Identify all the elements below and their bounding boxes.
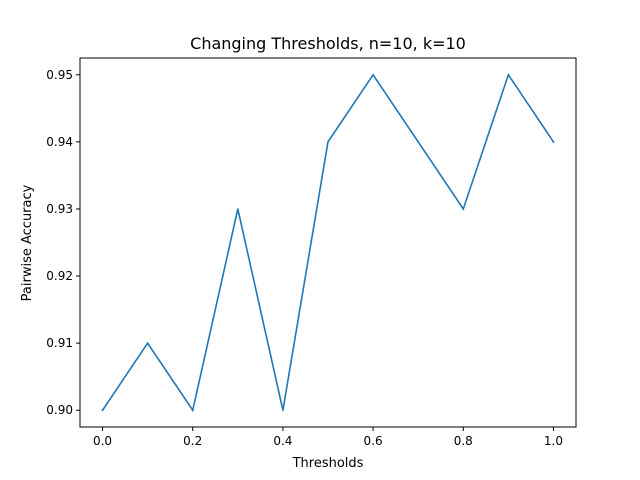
x-tick-label: 0.8 xyxy=(454,434,473,448)
data-point xyxy=(101,409,104,412)
x-tick-label: 0.2 xyxy=(183,434,202,448)
data-point xyxy=(327,141,329,143)
x-tick-label: 1.0 xyxy=(544,434,563,448)
data-point xyxy=(552,141,555,143)
data-point xyxy=(146,342,149,344)
data-point xyxy=(507,73,510,76)
plot-area: 0.0 0.2 0.4 0.6 0.8 1.0 0.90 0.91 0.92 0.93 0.94 0.… xyxy=(46,68,563,448)
data-point xyxy=(237,208,239,210)
x-tick-label: 0.4 xyxy=(273,434,292,448)
data-point xyxy=(372,73,374,76)
data-point xyxy=(417,141,419,143)
y-tick-label: 0.95 xyxy=(46,68,73,82)
x-tick-label: 0.6 xyxy=(364,434,383,448)
plot-frame xyxy=(79,57,577,428)
y-tick-label: 0.91 xyxy=(46,336,73,350)
data-point xyxy=(191,409,194,412)
chart-title: Changing Thresholds, n=10, k=10 xyxy=(190,34,466,53)
data-point xyxy=(282,409,284,412)
y-tick-label: 0.90 xyxy=(46,403,73,417)
y-axis-label: Pairwise Accuracy xyxy=(20,184,35,301)
x-axis-label: Thresholds xyxy=(292,456,364,471)
data-point xyxy=(462,208,465,210)
y-tick-label: 0.94 xyxy=(46,135,73,149)
y-tick-label: 0.92 xyxy=(46,269,73,283)
x-tick-label: 0.0 xyxy=(93,434,112,448)
y-tick-label: 0.93 xyxy=(46,202,73,216)
